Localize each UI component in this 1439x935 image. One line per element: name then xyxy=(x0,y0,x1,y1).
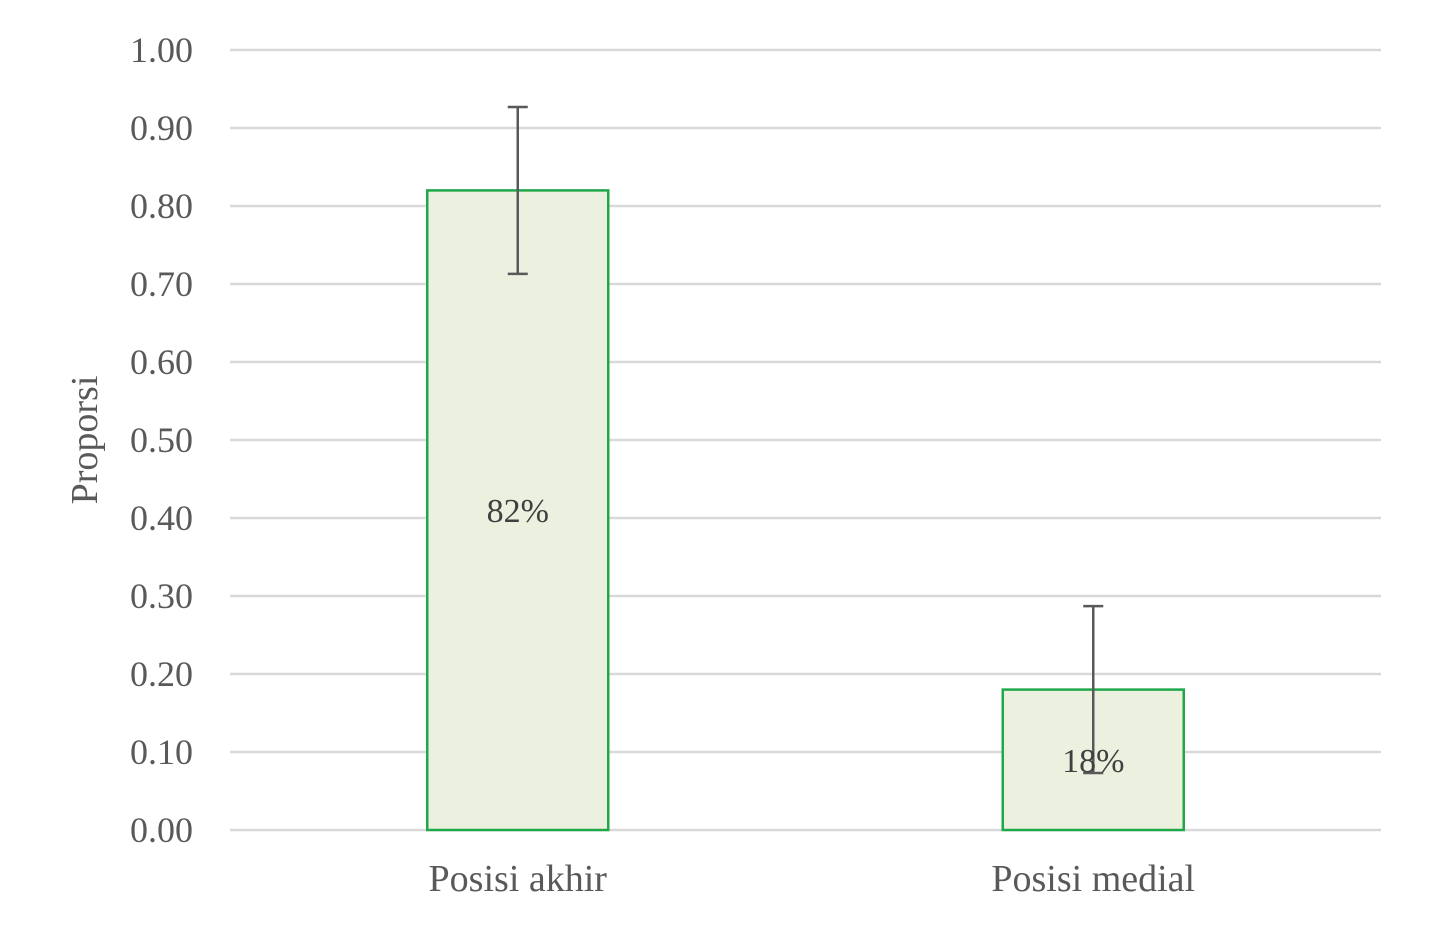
category-label: Posisi akhir xyxy=(429,858,608,900)
gridlines xyxy=(230,48,1381,832)
category-label: Posisi medial xyxy=(991,858,1195,900)
y-tick-label: 0.50 xyxy=(130,420,193,460)
y-tick-label: 0.40 xyxy=(130,498,193,538)
y-tick-label: 0.90 xyxy=(130,108,193,148)
data-label: 82% xyxy=(487,493,549,530)
error-bars xyxy=(507,105,1104,775)
y-axis-title: Proporsi xyxy=(64,376,106,505)
y-tick-label: 0.30 xyxy=(130,576,193,616)
x-axis-categories: Posisi akhir Posisi medial xyxy=(429,858,1196,900)
y-tick-label: 0.80 xyxy=(130,186,193,226)
data-labels: 82% 18% xyxy=(487,493,1125,780)
data-label: 18% xyxy=(1062,743,1124,780)
y-tick-label: 0.00 xyxy=(130,810,193,850)
y-tick-label: 0.70 xyxy=(130,264,193,304)
y-axis-ticks: 0.00 0.10 0.20 0.30 0.40 0.50 0.60 0.70 0.80 0.90… xyxy=(130,30,193,850)
y-tick-label: 1.00 xyxy=(130,30,193,70)
y-tick-label: 0.10 xyxy=(130,732,193,772)
y-tick-label: 0.20 xyxy=(130,654,193,694)
y-tick-label: 0.60 xyxy=(130,342,193,382)
bar xyxy=(426,189,610,832)
